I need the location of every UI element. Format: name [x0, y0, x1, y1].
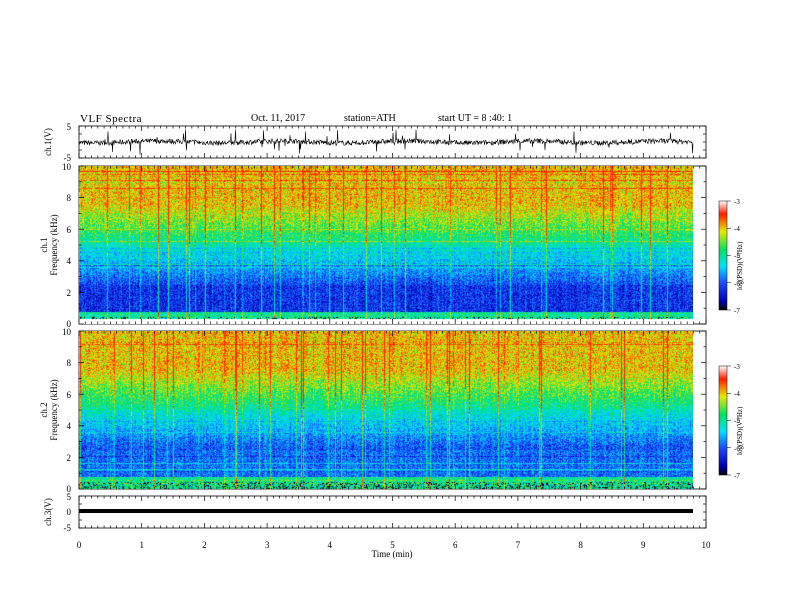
xtick-label: 10 [702, 540, 712, 550]
ch1-colorbar-label: log(PSD)(V²/Hz) [736, 241, 744, 290]
colorbar-tick-label: -4 [734, 390, 740, 398]
ch2-spec-ytick-label: 2 [67, 453, 72, 463]
xtick-label: 6 [453, 540, 458, 550]
ch1-ytick-label: 5 [67, 122, 72, 132]
ch2-spec-ytick-label: 8 [67, 358, 72, 368]
xtick-label: 0 [77, 540, 82, 550]
ch2-spec-ylabel-line2: Frequency (kHz) [49, 379, 59, 440]
ch1-spec-ylabel-line2: Frequency (kHz) [49, 214, 59, 275]
colorbar-tick-label: -5 [734, 417, 740, 425]
colorbar-tick-label: -3 [734, 363, 740, 371]
xtick-label: 5 [390, 540, 395, 550]
ch2-spec-ytick-label: 10 [62, 327, 72, 337]
ch3-ytick-label: -5 [64, 523, 72, 533]
ch2-colorbar [718, 365, 728, 476]
ch1-spec-ytick-label: 8 [67, 193, 72, 203]
ch1-ylabel: ch.1(V) [43, 128, 53, 156]
chart-title: VLF Spectra [80, 113, 143, 125]
ch1-spec-ytick-label: 2 [67, 288, 72, 298]
ch1-spec-ytick-label: 4 [67, 256, 72, 266]
start-time-label: start UT = 8 :40: 1 [438, 113, 513, 124]
ch2-spec-ylabel-line1: ch.2 [39, 402, 49, 417]
xtick-label: 3 [265, 540, 270, 550]
xtick-label: 8 [578, 540, 583, 550]
colorbar-tick-label: -5 [734, 252, 740, 260]
ch1-spec-ytick-label: 6 [67, 225, 72, 235]
colorbar-tick-label: -4 [734, 225, 740, 233]
ch1-waveform-line [78, 129, 694, 155]
colorbar-tick-label: -7 [734, 307, 740, 315]
colorbar-tick-label: -7 [734, 472, 740, 480]
ch1-spec-ytick-label: 0 [67, 319, 72, 329]
ch1-spec-ylabel-line1: ch.1 [39, 237, 49, 252]
ch2-spectrogram-image [79, 331, 693, 489]
ch2-spec-ytick-label: 6 [67, 390, 72, 400]
xtick-label: 7 [516, 540, 521, 550]
colorbar-tick-label: -3 [734, 198, 740, 206]
ch2-spec-ytick-label: 4 [67, 421, 72, 431]
ch3-waveform-line [79, 509, 693, 513]
colorbar-tick-label: -6 [734, 280, 740, 288]
ch1-ytick-label: -5 [64, 153, 72, 163]
ch2-spec-ytick-label: 0 [67, 484, 72, 494]
xaxis-label: Time (min) [372, 549, 413, 559]
station-label: station=ATH [344, 113, 396, 124]
xtick-label: 9 [641, 540, 646, 550]
ch3-ytick-label: 5 [67, 492, 72, 502]
xtick-label: 1 [139, 540, 144, 550]
xtick-label: 4 [328, 540, 333, 550]
colorbar-tick-label: -6 [734, 445, 740, 453]
date-label: Oct. 11, 2017 [251, 113, 306, 124]
ch1-colorbar [718, 200, 728, 311]
ch1-spec-ytick-label: 10 [62, 162, 72, 172]
xtick-label: 2 [202, 540, 207, 550]
ch3-ytick-label: 0 [67, 507, 72, 517]
ch2-colorbar-label: log(PSD)(V²/Hz) [736, 406, 744, 455]
ch3-ylabel: ch.3(V) [43, 498, 53, 526]
ch1-spectrogram-image [79, 166, 693, 324]
